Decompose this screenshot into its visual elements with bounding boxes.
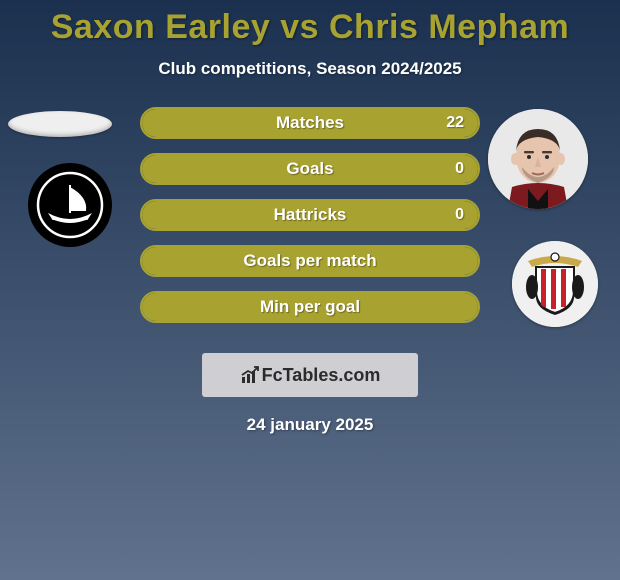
- stat-bar-label: Goals: [142, 155, 478, 183]
- stat-bar: Matches22: [140, 107, 480, 139]
- player-right-photo: [488, 109, 588, 209]
- stat-bar: Hattricks0: [140, 199, 480, 231]
- shield-stripes-icon: [512, 241, 598, 327]
- player-left-photo: [8, 111, 112, 137]
- bar-chart-up-icon: [240, 365, 260, 385]
- stat-bar-label: Min per goal: [142, 293, 478, 321]
- brand-text: FcTables.com: [262, 365, 381, 386]
- page-subtitle: Club competitions, Season 2024/2025: [0, 59, 620, 79]
- player-left-club-badge: [28, 163, 112, 247]
- stat-bar-label: Hattricks: [142, 201, 478, 229]
- brand-box[interactable]: FcTables.com: [202, 353, 418, 397]
- stat-bar-right-value: 22: [446, 109, 464, 137]
- stat-bar: Min per goal: [140, 291, 480, 323]
- stat-bars: Matches22Goals0Hattricks0Goals per match…: [140, 107, 480, 337]
- comparison-body: Matches22Goals0Hattricks0Goals per match…: [0, 107, 620, 347]
- player-right-club-badge: [512, 241, 598, 327]
- date-text: 24 january 2025: [0, 415, 620, 435]
- stat-bar-right-value: 0: [455, 201, 464, 229]
- sailboat-icon: [28, 163, 112, 247]
- comparison-card: Saxon Earley vs Chris Mepham Club compet…: [0, 0, 620, 435]
- page-title: Saxon Earley vs Chris Mepham: [0, 8, 620, 47]
- stat-bar: Goals per match: [140, 245, 480, 277]
- stat-bar: Goals0: [140, 153, 480, 185]
- stat-bar-right-value: 0: [455, 155, 464, 183]
- stat-bar-label: Matches: [142, 109, 478, 137]
- stat-bar-label: Goals per match: [142, 247, 478, 275]
- person-icon: [488, 109, 588, 209]
